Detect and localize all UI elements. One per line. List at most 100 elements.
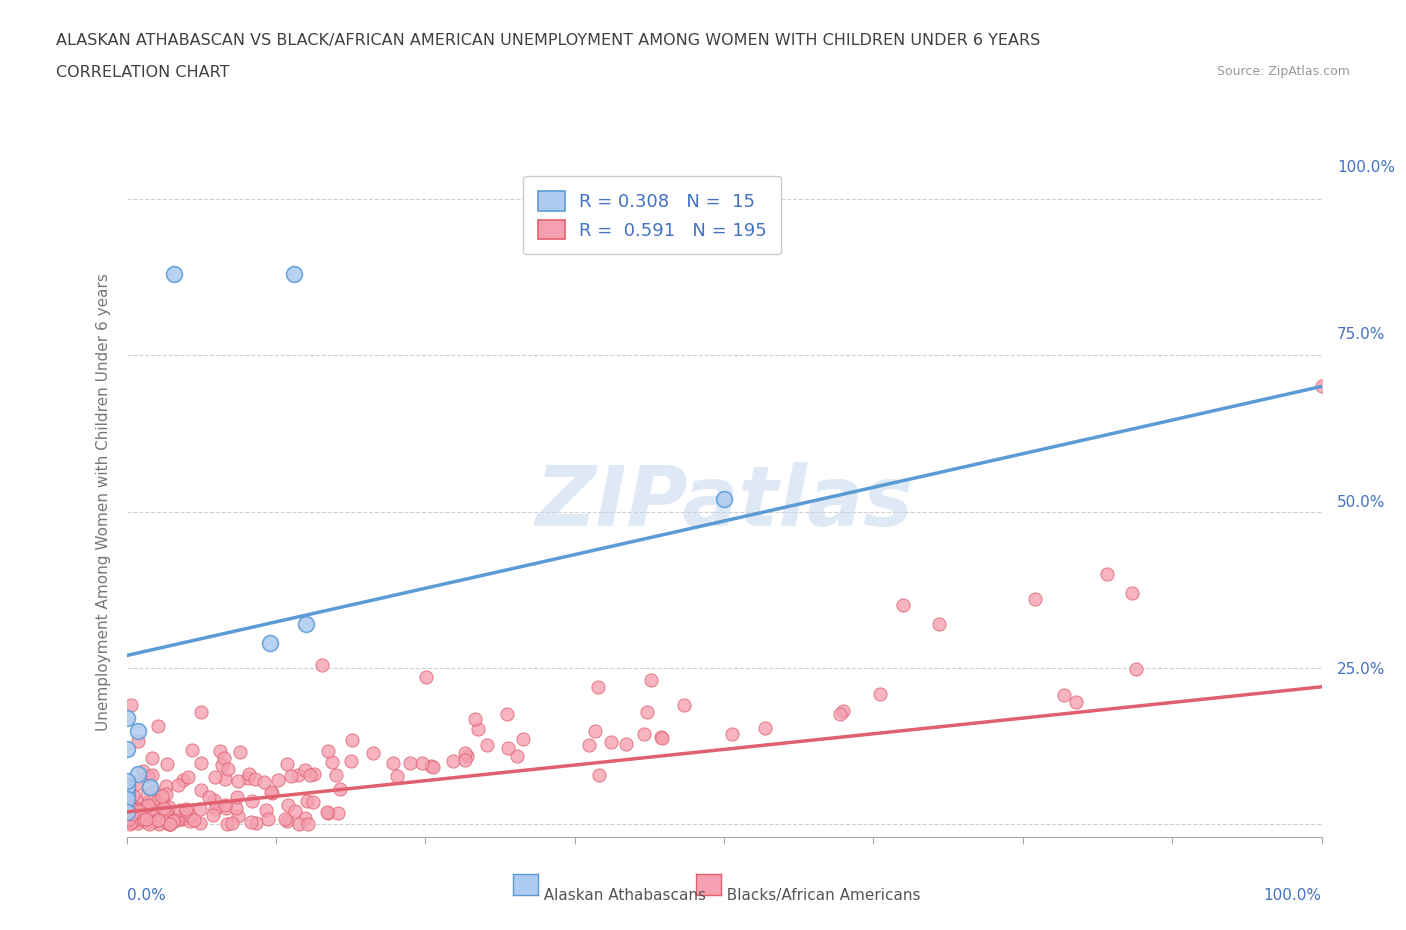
Point [229,745,252,760]
Point [830,707,852,722]
Point [190,783,212,798]
Point [267,773,290,788]
Point [205,799,228,814]
Point [411,755,433,770]
Point [188,802,211,817]
Point [118,777,141,792]
Point [311,658,333,672]
Point [169,802,191,817]
Point [276,756,298,771]
Point [287,817,309,831]
Point [128,802,150,817]
Point [720,727,742,742]
Point [236,770,259,785]
Point [163,266,186,281]
Point [143,814,166,829]
Point [150,789,173,804]
Point [141,751,163,766]
Point [143,792,166,807]
Point [174,804,197,818]
Point [136,786,159,801]
Text: 100.0%: 100.0% [1264,888,1322,903]
Point [340,754,363,769]
Point [254,803,277,817]
Point [583,724,606,738]
Point [142,809,165,824]
Point [120,817,142,831]
Point [298,767,321,782]
Point [190,704,212,719]
Point [120,698,142,712]
Point [139,802,162,817]
Point [120,810,142,825]
Point [211,758,233,773]
Point [120,815,142,830]
Point [243,772,266,787]
Point [415,670,437,684]
Point [321,755,343,770]
Point [142,793,165,808]
Point [115,786,138,801]
Point [152,801,174,816]
Point [122,788,145,803]
Point [316,743,339,758]
Point [179,814,201,829]
Point [146,719,169,734]
Point [167,777,190,792]
Point [294,811,316,826]
Point [226,808,249,823]
Point [138,809,160,824]
Point [136,795,159,810]
Text: Source: ZipAtlas.com: Source: ZipAtlas.com [1216,65,1350,78]
Point [284,804,307,818]
Text: 100.0%: 100.0% [1337,160,1395,175]
Point [202,808,225,823]
Point [159,817,181,831]
Point [132,812,155,827]
Point [302,794,325,809]
Point [142,784,165,799]
Point [276,814,298,829]
Point [304,766,326,781]
Point [202,792,225,807]
Point [138,817,160,832]
Point [141,810,163,825]
Point [240,793,263,808]
Point [172,810,194,825]
Point [1125,662,1147,677]
Point [209,744,232,759]
Point [136,812,159,827]
Point [454,752,477,767]
Point [155,778,177,793]
Point [496,707,519,722]
Point [159,816,181,830]
Point [139,779,162,794]
Point [217,762,239,777]
Point [134,812,156,827]
Point [225,801,247,816]
Point [614,737,637,751]
Point [115,711,138,725]
Legend: R = 0.308   N =  15, R =  0.591   N = 195: R = 0.308 N = 15, R = 0.591 N = 195 [523,177,782,254]
Point [127,794,149,809]
Point [159,817,181,831]
Point [115,779,138,794]
Point [121,806,143,821]
Point [143,812,166,827]
Point [280,768,302,783]
Point [139,815,162,830]
Point [496,740,519,755]
Text: Alaskan Athabascans: Alaskan Athabascans [534,888,706,903]
Point [163,813,186,828]
Point [640,673,662,688]
Point [120,812,142,827]
Point [257,812,280,827]
Point [382,756,405,771]
Point [172,811,194,826]
Point [1053,687,1076,702]
Point [422,760,444,775]
Point [297,817,319,831]
Point [155,813,177,828]
Point [294,763,316,777]
Point [214,772,236,787]
